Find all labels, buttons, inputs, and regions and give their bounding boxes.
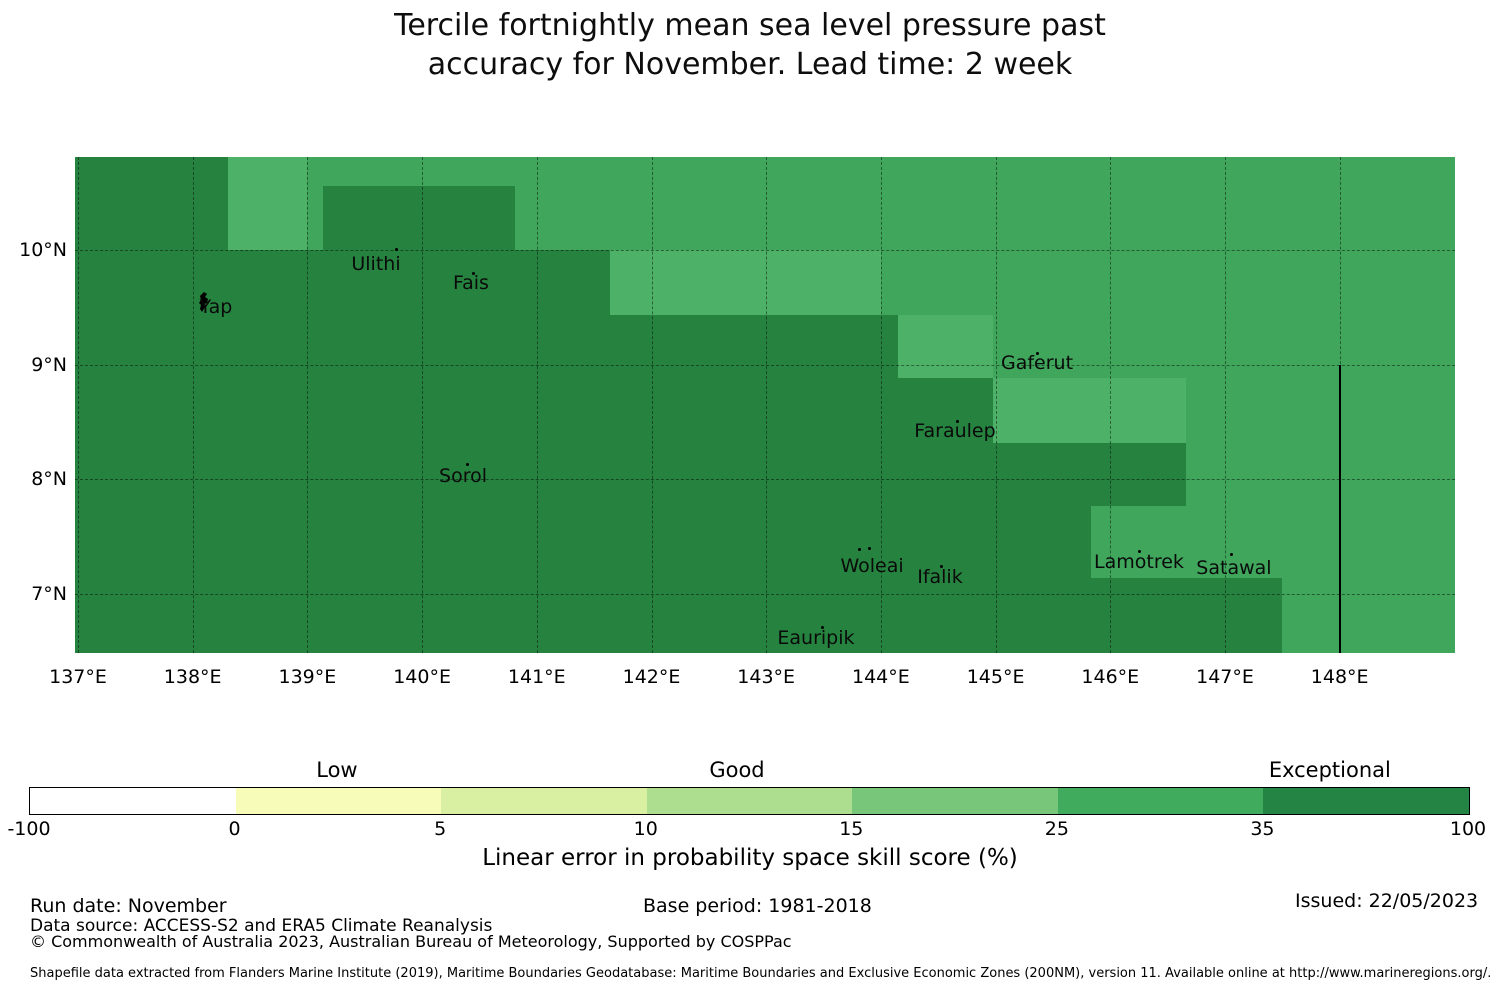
shapefile-note-text: Shapefile data extracted from Flanders M…: [30, 966, 1492, 981]
longitude-tick-label: 148°E: [1310, 666, 1369, 688]
title-line-2: accuracy for November. Lead time: 2 week: [427, 47, 1073, 82]
skill-region-medium: [993, 377, 1186, 443]
latitude-tick-label: 10°N: [19, 239, 67, 261]
colorbar-tick-label: 100: [1449, 818, 1487, 840]
colorbar-segment: [235, 788, 442, 814]
longitude-gridline: [78, 157, 79, 653]
colorbar-tick-label: 0: [228, 818, 241, 840]
longitude-tick-label: 140°E: [393, 666, 451, 688]
colorbar-segment: [1263, 788, 1470, 814]
longitude-tick-label: 143°E: [737, 666, 796, 688]
longitude-gridline: [422, 157, 424, 653]
colorbar-category-label: Low: [316, 758, 358, 782]
latitude-gridline: [75, 593, 1455, 595]
longitude-tick-label: 144°E: [852, 666, 910, 688]
base-period-text: Base period: 1981-2018: [643, 895, 872, 917]
latitude-gridline: [75, 250, 1455, 251]
longitude-tick-label: 141°E: [507, 666, 566, 688]
longitude-tick-label: 146°E: [1081, 666, 1140, 688]
skill-region-medium: [228, 157, 308, 250]
island-dot-marker: [857, 547, 861, 551]
longitude-tick-label: 142°E: [622, 666, 681, 688]
island-label: Eauripik: [777, 626, 855, 649]
colorbar-tick-label: 35: [1250, 818, 1275, 840]
copyright-text: © Commonwealth of Australia 2023, Austra…: [30, 932, 792, 951]
colorbar-segment: [852, 788, 1058, 814]
island-label: Faraulep: [914, 420, 996, 443]
longitude-gridline: [1225, 157, 1226, 653]
longitude-gridline: [1110, 157, 1112, 653]
colorbar-segment: [441, 788, 647, 814]
latitude-tick-label: 9°N: [31, 353, 67, 376]
island-dot-marker: [466, 463, 470, 467]
longitude-tick-label: 145°E: [966, 666, 1025, 688]
skill-region-high: [75, 315, 899, 379]
island-dot-marker: [956, 420, 960, 424]
colorbar-tick-label: 15: [839, 818, 864, 840]
latitude-tick-label: 8°N: [31, 468, 67, 491]
colorbar-tick-label: 25: [1044, 818, 1069, 840]
data-source-text: Data source: ACCESS-S2 and ERA5 Climate …: [30, 916, 493, 936]
skill-region-medium: [610, 250, 881, 315]
longitude-tick-label: 147°E: [1196, 666, 1254, 688]
longitude-tick-label: 137°E: [49, 666, 107, 688]
longitude-gridline: [536, 157, 538, 653]
island-dot-marker: [1229, 553, 1233, 557]
island-label: Ifalik: [917, 565, 963, 588]
yap-island-outline-icon: [199, 292, 209, 313]
island-label: Lamotrek: [1094, 550, 1184, 573]
colorbar-segment: [1057, 788, 1264, 814]
latitude-tick-label: 7°N: [31, 582, 67, 605]
island-label: Woleai: [840, 554, 904, 577]
skill-region-high: [323, 186, 515, 250]
page-title: Tercile fortnightly mean sea level press…: [0, 6, 1500, 84]
island-dot-marker: [939, 565, 943, 569]
run-date-text: Run date: November: [30, 895, 227, 917]
skill-region-medium: [898, 315, 994, 378]
island-dot-marker: [1035, 352, 1039, 356]
eez-boundary-line: [1338, 364, 1341, 653]
island-label: Yap: [199, 295, 233, 318]
longitude-tick-label: 139°E: [278, 666, 337, 688]
longitude-gridline: [880, 157, 882, 653]
colorbar-tick-label: -100: [7, 818, 51, 840]
longitude-tick-label: 138°E: [163, 666, 222, 688]
skill-region-high: [75, 377, 994, 444]
skill-region-high: [75, 505, 1091, 579]
island-dot-marker: [820, 626, 824, 630]
skill-region-high: [75, 157, 229, 251]
island-dot-marker: [395, 248, 399, 252]
colorbar: [29, 787, 1470, 815]
island-label: Sorol: [439, 464, 488, 487]
longitude-gridline: [651, 157, 653, 653]
skill-map: Yap Ulithi Fais Sorol Gaferut Faraulep Woleai I…: [75, 157, 1455, 653]
island-label: Gaferut: [1000, 352, 1074, 375]
colorbar-category-label: Good: [709, 758, 765, 782]
island-label: Fais: [452, 272, 489, 295]
title-line-1: Tercile fortnightly mean sea level press…: [394, 8, 1106, 43]
issued-text: Issued: 22/05/2023: [1295, 890, 1479, 912]
island-shape-marker: [197, 292, 212, 318]
skill-region-high: [75, 577, 1283, 653]
island-label: Satawal: [1196, 556, 1272, 579]
colorbar-category-label: Exceptional: [1268, 758, 1391, 782]
longitude-gridline: [995, 157, 997, 653]
latitude-gridline: [75, 479, 1455, 481]
colorbar-axis-label: Linear error in probability space skill …: [482, 845, 1018, 871]
island-dot-marker: [471, 272, 475, 275]
colorbar-tick-label: 10: [633, 818, 658, 840]
island-label: Ulithi: [351, 252, 401, 275]
longitude-gridline: [192, 157, 194, 653]
colorbar-tick-label: 5: [434, 818, 447, 840]
skill-region-high: [75, 250, 611, 316]
island-dot-marker: [1137, 549, 1141, 553]
latitude-gridline: [75, 364, 1455, 366]
colorbar-segment: [646, 788, 853, 814]
skill-region-high: [75, 442, 1186, 507]
longitude-gridline: [307, 157, 309, 653]
island-dot-marker: [867, 546, 871, 550]
longitude-gridline: [766, 157, 768, 653]
colorbar-segment: [30, 788, 236, 814]
